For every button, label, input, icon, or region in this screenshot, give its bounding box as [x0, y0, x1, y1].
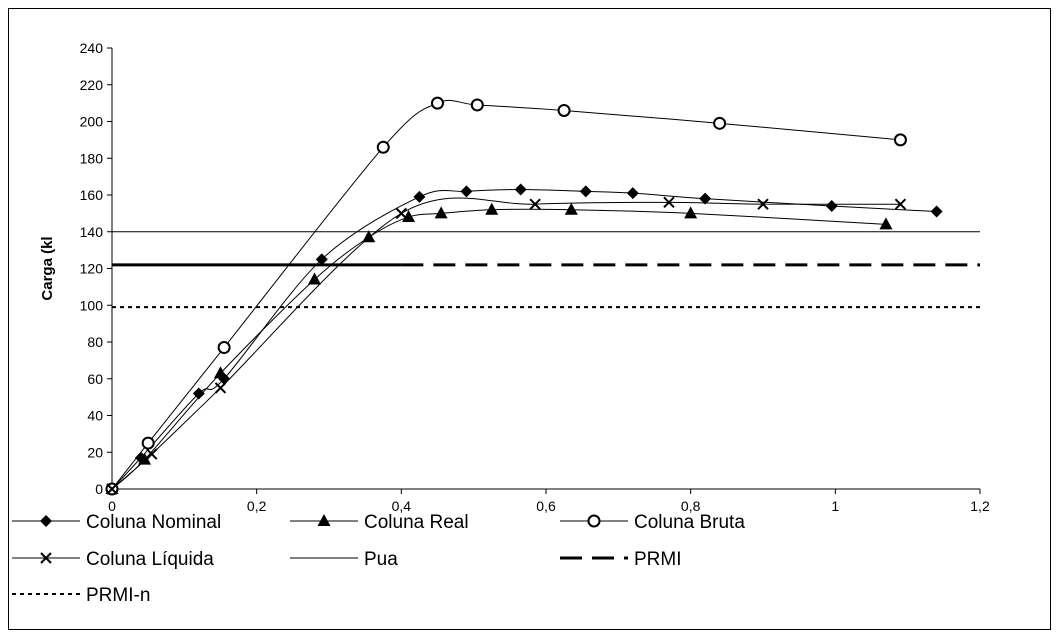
series-line-coluna-nominal: [111, 188, 937, 490]
y-tick-label: 40: [87, 408, 103, 424]
point-coluna-bruta: [431, 96, 444, 110]
legend-item-coluna-bruta: Coluna Bruta: [560, 512, 745, 533]
point-coluna-nominal: [626, 187, 639, 200]
point-coluna-real: [485, 202, 499, 215]
point-coluna-nominal: [930, 205, 943, 218]
x-tick-label: 1,2: [970, 498, 990, 514]
series-coluna-liquida: [106, 196, 907, 495]
x-tick-label: 0,8: [681, 498, 701, 514]
y-tick-label: 120: [80, 261, 104, 277]
legend-item-pua: Pua: [290, 549, 398, 570]
point-coluna-liquida: [214, 382, 227, 394]
legend-marker: [40, 515, 52, 527]
series-group: [105, 96, 943, 496]
point-coluna-real: [402, 210, 416, 223]
legend-marker: [317, 514, 331, 526]
y-tick-label: 20: [87, 444, 103, 460]
chart-frame: [8, 8, 1051, 630]
point-coluna-bruta: [893, 133, 907, 147]
legend-item-prmi: PRMI: [560, 549, 682, 570]
point-coluna-liquida: [146, 448, 158, 460]
legend-label: PRMI-n: [86, 585, 150, 606]
y-tick-label: 240: [80, 40, 104, 56]
point-coluna-liquida: [395, 207, 408, 220]
y-axis-title: Carga (kl: [39, 236, 56, 300]
series-line-coluna-liquida: [111, 197, 901, 490]
reference-lines: [112, 231, 980, 309]
point-coluna-bruta: [470, 98, 484, 112]
point-coluna-real: [564, 202, 578, 215]
point-coluna-real: [214, 366, 227, 379]
point-coluna-nominal: [699, 192, 712, 205]
point-coluna-nominal: [514, 183, 527, 196]
point-coluna-liquida: [106, 483, 118, 495]
legend-item-prmi-n: PRMI-n: [12, 585, 150, 606]
legend-label: PRMI: [634, 549, 682, 570]
point-coluna-liquida: [757, 198, 769, 210]
point-coluna-real: [138, 452, 152, 465]
x-tick-label: 0,2: [247, 498, 267, 514]
point-coluna-nominal: [825, 200, 838, 213]
y-tick-label: 80: [87, 334, 103, 350]
y-tick-label: 220: [80, 77, 104, 93]
point-coluna-nominal: [579, 185, 592, 198]
y-tick-label: 180: [80, 150, 104, 166]
point-coluna-bruta: [376, 140, 390, 154]
legend-label: Coluna Real: [364, 512, 469, 533]
point-coluna-bruta: [557, 103, 571, 117]
y-tick-label: 0: [95, 481, 103, 497]
y-tick-label: 140: [80, 224, 104, 240]
point-coluna-real: [684, 206, 698, 219]
x-tick-label: 0,4: [392, 498, 412, 514]
point-coluna-real: [308, 272, 322, 285]
y-tick-label: 200: [80, 114, 104, 130]
point-coluna-bruta: [217, 341, 231, 355]
point-coluna-nominal: [413, 190, 426, 203]
point-coluna-nominal: [192, 387, 205, 400]
point-coluna-nominal: [460, 185, 473, 198]
x-tick-label: 1: [831, 498, 839, 514]
legend-label: Coluna Líquida: [86, 549, 214, 570]
point-coluna-real: [434, 206, 448, 219]
legend-item-coluna-real: Coluna Real: [290, 512, 469, 533]
series-coluna-nominal: [106, 183, 943, 495]
legend: Coluna Nominal Coluna Real Coluna Bruta Col…: [12, 512, 745, 606]
legend-label: Coluna Nominal: [86, 512, 221, 533]
legend-item-coluna-nominal: Coluna Nominal: [12, 512, 221, 533]
legend-label: Coluna Bruta: [634, 512, 745, 533]
point-coluna-bruta: [141, 436, 155, 450]
legend-marker: [587, 514, 601, 528]
point-coluna-bruta: [713, 116, 727, 130]
x-tick-label: 0: [108, 498, 116, 514]
legend-item-coluna-liquida: Coluna Líquida: [12, 549, 214, 570]
series-coluna-bruta: [105, 96, 907, 496]
legend-label: Pua: [364, 549, 398, 570]
point-coluna-real: [362, 230, 376, 243]
y-tick-label: 160: [80, 187, 104, 203]
point-coluna-liquida: [894, 198, 907, 210]
point-coluna-liquida: [529, 198, 541, 210]
axes: 0 20 40 60 80 100 120 140 160 180 200 220 240 0 0,2 0,4…: [39, 40, 990, 514]
y-tick-label: 100: [80, 297, 104, 313]
y-tick-label: 60: [87, 371, 103, 387]
x-tick-label: 0,6: [536, 498, 556, 514]
point-coluna-liquida: [663, 196, 675, 209]
series-line-coluna-bruta: [111, 99, 901, 490]
point-coluna-nominal: [315, 253, 328, 266]
point-coluna-real: [879, 217, 893, 230]
legend-marker: [40, 552, 52, 564]
